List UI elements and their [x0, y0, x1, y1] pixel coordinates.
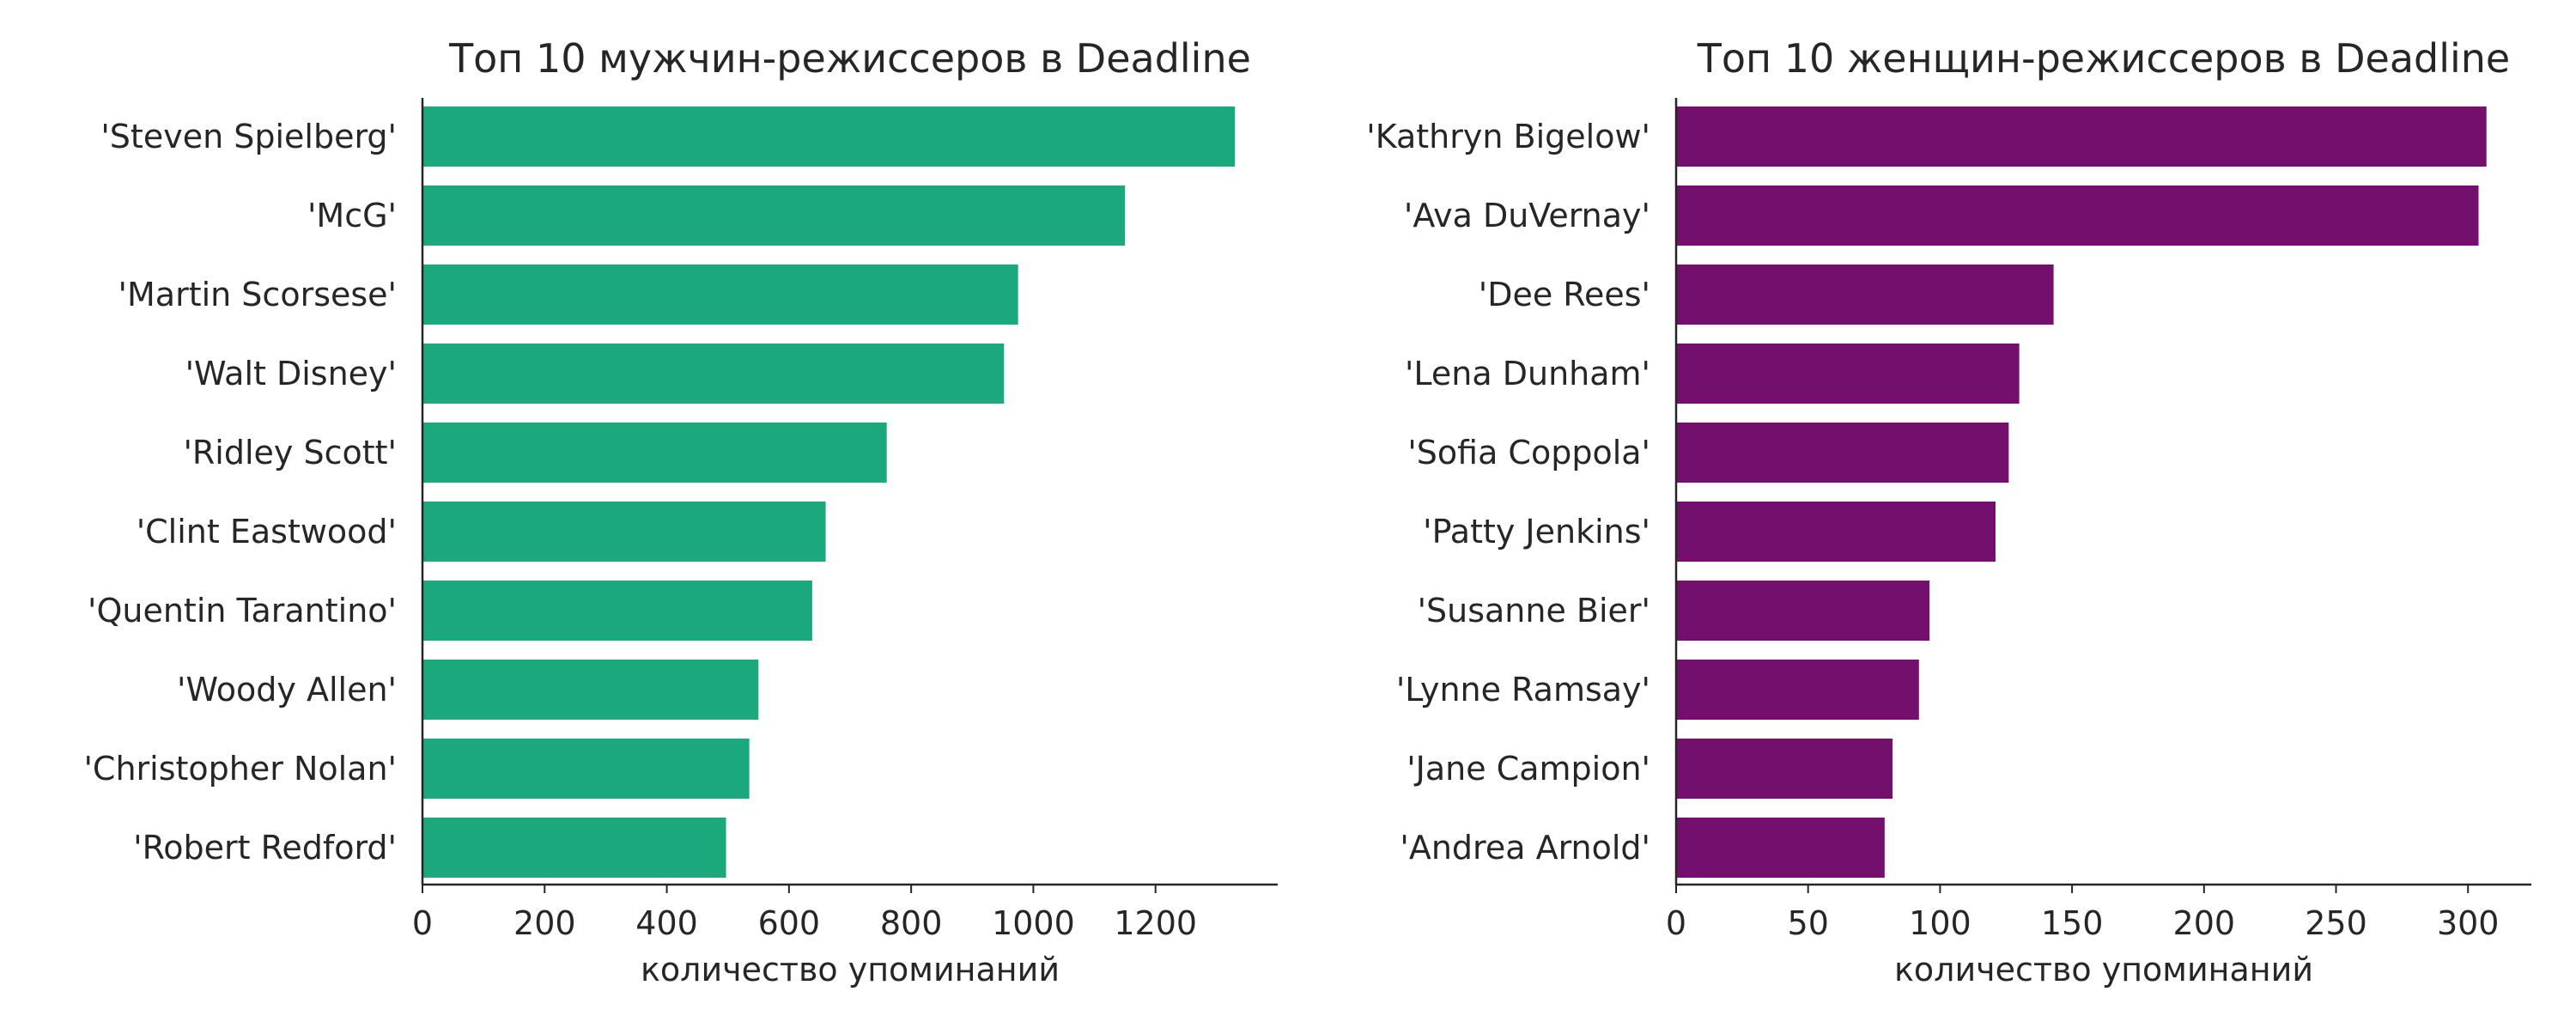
bar: [422, 186, 1126, 246]
bar: [1676, 818, 1885, 878]
x-tick-label: 400: [635, 904, 698, 942]
x-axis-label: количество упоминаний: [641, 951, 1060, 988]
bar: [1676, 423, 2009, 483]
category-label: 'Lynne Ramsay': [1396, 671, 1650, 709]
category-label: 'Patty Jenkins': [1423, 513, 1650, 550]
category-label: 'Steven Spielberg': [100, 118, 397, 155]
x-tick-label: 1000: [992, 904, 1075, 942]
bar: [1676, 106, 2487, 167]
bar: [422, 265, 1018, 325]
category-label: 'Walt Disney': [185, 355, 397, 392]
male-directors-chart: 'Steven Spielberg' 'McG' 'Martin Scorsese'…: [83, 35, 1278, 988]
category-label: 'Martin Scorsese': [118, 276, 397, 313]
bar: [1676, 186, 2479, 246]
bar: [1676, 344, 2020, 404]
female-directors-chart: 'Kathryn Bigelow' 'Ava DuVernay' 'Dee Rees…: [1366, 35, 2531, 988]
bar: [422, 818, 726, 878]
bar: [422, 106, 1236, 167]
category-label: 'Ridley Scott': [183, 434, 397, 471]
x-tick-label: 250: [2305, 904, 2367, 942]
x-tick-label: 0: [1666, 904, 1686, 942]
bar: [1676, 581, 1930, 641]
x-tick-label: 150: [2041, 904, 2104, 942]
category-label: 'Christopher Nolan': [83, 750, 397, 788]
category-label: 'Susanne Bier': [1418, 592, 1650, 630]
category-label: 'Woody Allen': [177, 671, 397, 709]
bar: [422, 660, 759, 720]
x-tick-label: 200: [2173, 904, 2236, 942]
x-tick-label: 800: [880, 904, 943, 942]
x-axis-label: количество упоминаний: [1894, 951, 2313, 988]
category-label: 'Andrea Arnold': [1400, 829, 1650, 867]
x-tick-label: 0: [412, 904, 433, 942]
category-label: 'Sofia Coppola': [1407, 434, 1650, 471]
category-label: 'Clint Eastwood': [137, 513, 397, 550]
x-tick-label: 1200: [1114, 904, 1197, 942]
x-tick-label: 300: [2437, 904, 2500, 942]
bar: [422, 502, 826, 562]
category-label: 'Dee Rees': [1479, 276, 1650, 313]
bar: [422, 423, 887, 483]
chart-title: Топ 10 мужчин-режиссеров в Deadline: [448, 35, 1251, 82]
x-tick-label: 50: [1788, 904, 1829, 942]
category-label: 'Quentin Tarantino': [88, 592, 397, 630]
bar: [422, 344, 1005, 404]
x-tick-label: 100: [1909, 904, 1971, 942]
category-label: 'Lena Dunham': [1405, 355, 1650, 392]
bar: [422, 739, 750, 799]
chart-title: Топ 10 женщин-режиссеров в Deadline: [1697, 35, 2510, 82]
bar: [1676, 739, 1893, 799]
bar: [1676, 502, 1996, 562]
x-tick-label: 200: [513, 904, 576, 942]
category-label: 'Robert Redford': [133, 829, 397, 867]
category-label: 'Jane Campion': [1406, 750, 1650, 788]
bar: [1676, 660, 1919, 720]
x-tick-label: 600: [758, 904, 821, 942]
bar: [1676, 265, 2054, 325]
category-label: 'Kathryn Bigelow': [1366, 118, 1650, 155]
category-label: 'Ava DuVernay': [1404, 197, 1650, 234]
bar: [422, 581, 812, 641]
category-label: 'McG': [307, 197, 397, 234]
